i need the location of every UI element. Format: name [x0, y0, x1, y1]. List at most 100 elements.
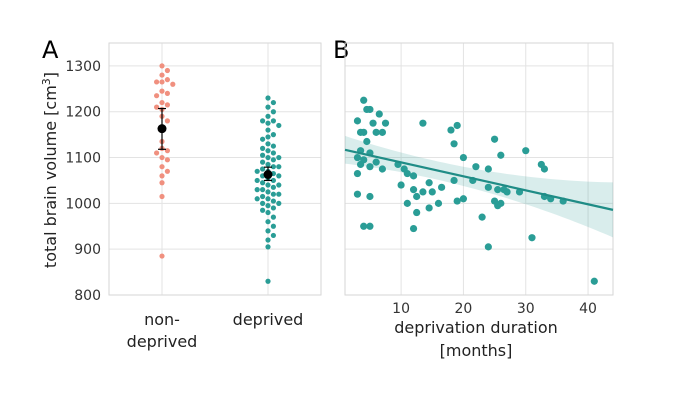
panel-a-deprived-point	[270, 143, 276, 149]
panel-a-category-label: non-	[144, 310, 180, 329]
panel-a-deprived-point	[254, 196, 260, 202]
panel-a-non-deprived-point	[164, 157, 170, 163]
panel-a-deprived-point	[276, 154, 282, 161]
panel-a-non-deprived-point	[154, 93, 160, 99]
panel-b-point	[494, 186, 502, 194]
panel-b-ci-band	[345, 135, 613, 238]
panel-b-point	[484, 243, 492, 251]
panel-a-deprived-point	[265, 228, 271, 234]
panel-a-y-tick-label: 1300	[65, 59, 101, 75]
panel-a-deprived-point	[265, 244, 271, 250]
panel-b-x-axis-label-line2: [months]	[440, 341, 513, 360]
panel-b-point	[372, 158, 380, 166]
panel-b-point	[425, 204, 433, 212]
panel-a-deprived-point	[276, 191, 282, 197]
panel-a-non-deprived-point	[170, 81, 176, 87]
panel-b-x-tick-label: 30	[517, 301, 535, 317]
panel-b-x-ticks: 10 20 30 40	[392, 301, 597, 317]
panel-a-deprived-point	[265, 196, 271, 202]
panel-b-point	[403, 169, 411, 178]
panel-b-point	[459, 195, 468, 203]
panel-b-point	[503, 188, 511, 196]
panel-b-point	[419, 119, 427, 127]
panel-a-non-deprived-point	[164, 148, 170, 154]
panel-a-category-label: deprived	[127, 332, 198, 351]
panel-a-deprived-point	[260, 159, 266, 165]
panel-b-point	[447, 126, 455, 134]
panel-a-non-deprived-point	[159, 164, 165, 170]
panel-b-point	[497, 199, 505, 207]
panel-b-point	[590, 277, 598, 285]
panel-b-point	[522, 147, 530, 155]
panel-a-deprived-point	[270, 99, 276, 106]
panel-b-point	[409, 172, 418, 180]
panel-a-y-ticks: 800 900 1000 1100 1200 1300	[65, 59, 101, 304]
panel-b-point	[490, 135, 499, 143]
panel-b-point	[378, 128, 386, 136]
panel-b-point	[540, 165, 549, 173]
panel-a-error-bars	[157, 107, 273, 182]
panel-b-point	[372, 128, 380, 136]
panel-a-deprived-point	[270, 118, 276, 124]
panel-a-deprived-point	[265, 141, 271, 147]
panel-a-non-deprived-point	[154, 104, 160, 110]
panel-a-deprived-point	[260, 207, 266, 213]
panel-a-deprived-point	[254, 168, 260, 174]
panel-b-point	[397, 181, 405, 189]
panel-a-deprived-point	[265, 219, 271, 225]
panel-a-non-deprived-point	[159, 99, 165, 106]
panel-b-point	[375, 110, 383, 118]
panel-b-x-axis-label-line1: deprivation duration	[394, 318, 558, 337]
panel-a-category-labels: non-deprived deprived	[127, 310, 304, 351]
panel-a-deprived-point	[265, 95, 271, 101]
panel-a-non-deprived-point	[159, 253, 165, 259]
panel-b-point	[353, 117, 362, 125]
panel-a-y-axis-label: total brain volume [cm3]	[40, 72, 61, 268]
panel-b-point	[453, 121, 461, 130]
panel-a-deprived-point	[276, 122, 282, 129]
panel-a-non-deprived-point	[159, 79, 165, 85]
panel-b-point	[484, 183, 492, 191]
panel-a-deprived-point	[265, 154, 271, 161]
panel-b-point	[356, 160, 365, 169]
panel-a-non-deprived-point	[164, 118, 170, 124]
panel-a-non-deprived-mean	[157, 124, 167, 134]
panel-a-y-tick-label: 800	[74, 288, 101, 304]
panel-a-y-tick-label: 1200	[65, 105, 101, 121]
panel-b-point	[353, 190, 362, 198]
panel-a-deprived-point	[254, 187, 260, 193]
panel-a-deprived-point	[276, 182, 282, 188]
panel-a-deprived-point	[270, 232, 276, 239]
panel-a-deprived-point	[260, 187, 266, 193]
panel-a-deprived-point	[265, 189, 271, 195]
panel-b-point	[366, 105, 374, 114]
panel-b-point	[353, 169, 362, 178]
panel-a-deprived-point	[270, 109, 276, 115]
panel-a-deprived-point	[265, 278, 271, 284]
panel-a-non-deprived-point	[159, 193, 165, 200]
panel-b-point	[472, 163, 480, 171]
panel-a-deprived-point	[265, 134, 271, 140]
panel-a-non-deprived-point	[164, 168, 170, 174]
panel-b-point	[363, 137, 371, 146]
panel-b-fit-line	[344, 148, 614, 211]
y-label-bracket: ]	[41, 72, 60, 78]
panel-a-deprived-point	[270, 223, 276, 229]
panel-a-deprived-point	[276, 173, 282, 179]
panel-a-deprived-point	[265, 182, 271, 188]
panel-a-deprived-point	[270, 214, 276, 220]
panel-a-deprived-point	[265, 113, 271, 119]
panel-b-point	[409, 224, 418, 233]
panel-a-deprived-point	[260, 145, 266, 151]
panel-a-deprived-point	[276, 200, 282, 206]
panel-a-deprived-point	[254, 177, 260, 184]
panel-b-point	[425, 179, 433, 187]
panel-a-deprived-point	[270, 157, 276, 163]
panel-a-non-deprived-point	[159, 88, 165, 94]
panel-a-deprived-point	[265, 148, 271, 154]
panel-a-deprived-point	[270, 198, 276, 204]
panel-a-deprived-point	[265, 203, 271, 209]
panel-b-point	[409, 186, 418, 194]
panel-a-deprived-point	[260, 193, 266, 200]
